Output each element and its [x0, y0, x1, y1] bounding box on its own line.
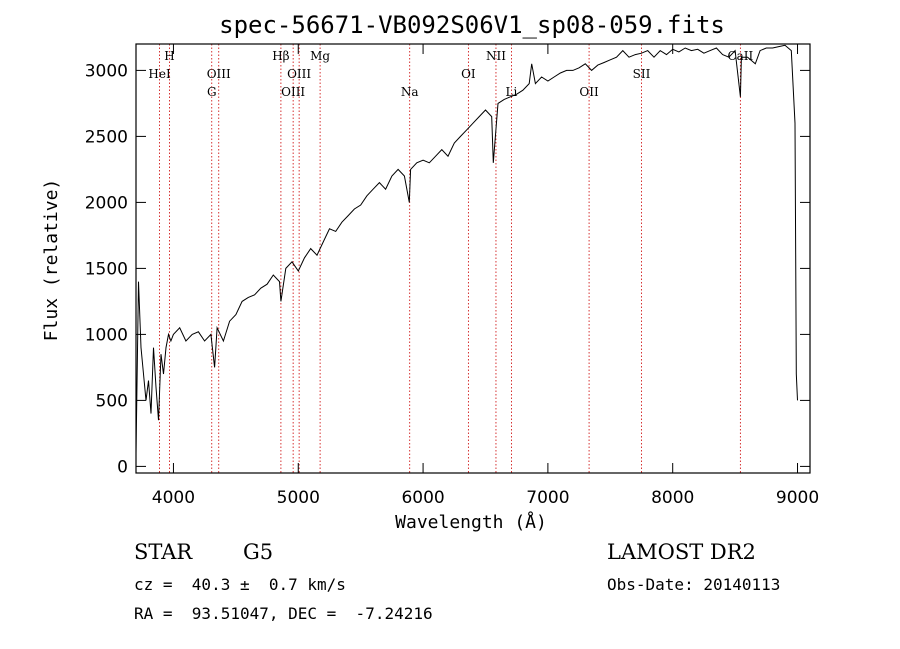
- y-tick-label: 0: [117, 457, 128, 477]
- y-tick-label: 500: [96, 391, 128, 411]
- plot-frame: [135, 43, 811, 474]
- y-tick-label: 1500: [85, 259, 128, 279]
- line-marker-label: OIII: [281, 85, 305, 99]
- x-tick-label: 7000: [526, 488, 569, 508]
- line-marker-label: H: [164, 49, 174, 63]
- x-tick-label: 4000: [152, 488, 195, 508]
- obs-date: Obs-Date: 20140113: [607, 575, 781, 594]
- object-subclass: G5: [243, 540, 274, 564]
- axis-ticks: 4000 5000 6000 7000 8000 9000 0 500 1000 1500 2000…: [85, 44, 819, 508]
- y-axis-label: Flux (relative): [41, 179, 62, 342]
- line-markers: HeI H OIII G Hβ OIII OIII Mg Na OI NII Li OII SII CaII: [148, 44, 754, 473]
- x-axis-label: Wavelength (Å): [395, 511, 547, 533]
- line-marker-label: Mg: [310, 49, 330, 63]
- line-marker-label: NII: [486, 49, 506, 63]
- x-tick-label: 8000: [651, 488, 694, 508]
- line-marker-label: CaII: [727, 49, 753, 63]
- x-tick-label: 5000: [277, 488, 320, 508]
- coordinates-text: RA = 93.51047, DEC = -7.24216: [134, 604, 433, 623]
- y-tick-label: 3000: [85, 61, 128, 81]
- object-class: STAR: [134, 540, 193, 564]
- line-marker-label: Na: [401, 85, 419, 99]
- line-marker-label: G: [207, 85, 217, 99]
- x-tick-label: 6000: [401, 488, 444, 508]
- line-marker-label: Li: [506, 85, 518, 99]
- line-marker-label: Hβ: [272, 49, 289, 63]
- survey-name: LAMOST DR2: [607, 540, 756, 564]
- y-tick-label: 1000: [85, 325, 128, 345]
- line-marker-label: OIII: [207, 67, 231, 81]
- y-tick-label: 2500: [85, 127, 128, 147]
- line-marker-label: HeI: [148, 67, 171, 81]
- line-marker-label: OI: [461, 67, 476, 81]
- x-tick-label: 9000: [776, 488, 819, 508]
- line-marker-label: SII: [633, 67, 651, 81]
- spectrum-series-line: [135, 44, 798, 454]
- line-marker-label: OII: [579, 85, 599, 99]
- y-tick-label: 2000: [85, 193, 128, 213]
- redshift-text: cz = 40.3 ± 0.7 km/s: [134, 575, 346, 594]
- line-marker-label: OIII: [287, 67, 311, 81]
- chart-title: spec-56671-VB092S06V1_sp08-059.fits: [219, 11, 725, 39]
